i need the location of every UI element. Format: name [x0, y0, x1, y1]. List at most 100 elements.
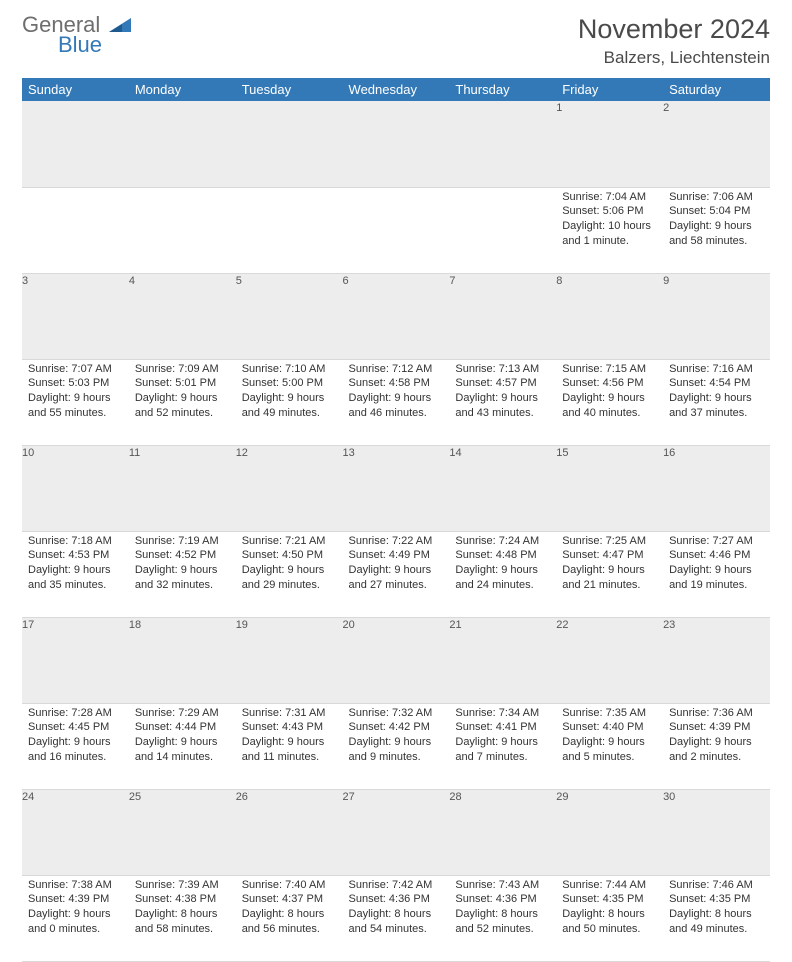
- day-number: 14: [449, 445, 556, 531]
- day-cell: [236, 187, 343, 273]
- sunrise-text: Sunrise: 7:43 AM: [455, 878, 550, 893]
- daylight-text: Daylight: 9 hours and 19 minutes.: [669, 563, 764, 593]
- day-cell: Sunrise: 7:29 AMSunset: 4:44 PMDaylight:…: [129, 703, 236, 789]
- sunset-text: Sunset: 4:52 PM: [135, 548, 230, 563]
- sunrise-text: Sunrise: 7:27 AM: [669, 534, 764, 549]
- sunrise-text: Sunrise: 7:10 AM: [242, 362, 337, 377]
- day-number: 8: [556, 273, 663, 359]
- day-cell: Sunrise: 7:35 AMSunset: 4:40 PMDaylight:…: [556, 703, 663, 789]
- sunset-text: Sunset: 4:35 PM: [562, 892, 657, 907]
- day-number: [22, 101, 129, 187]
- day-number: 26: [236, 789, 343, 875]
- sunset-text: Sunset: 4:36 PM: [455, 892, 550, 907]
- sunset-text: Sunset: 4:37 PM: [242, 892, 337, 907]
- day-number: 19: [236, 617, 343, 703]
- day-number-row: 10111213141516: [22, 445, 770, 531]
- sunrise-text: Sunrise: 7:32 AM: [349, 706, 444, 721]
- sunrise-text: Sunrise: 7:21 AM: [242, 534, 337, 549]
- weekday-header: Friday: [556, 78, 663, 101]
- day-number: 13: [343, 445, 450, 531]
- daylight-text: Daylight: 9 hours and 0 minutes.: [28, 907, 123, 937]
- location: Balzers, Liechtenstein: [578, 48, 770, 68]
- day-cell: Sunrise: 7:34 AMSunset: 4:41 PMDaylight:…: [449, 703, 556, 789]
- weekday-header: Tuesday: [236, 78, 343, 101]
- day-number: 28: [449, 789, 556, 875]
- day-number: 5: [236, 273, 343, 359]
- sunrise-text: Sunrise: 7:04 AM: [562, 190, 657, 205]
- daylight-text: Daylight: 9 hours and 24 minutes.: [455, 563, 550, 593]
- weekday-header: Wednesday: [343, 78, 450, 101]
- sunset-text: Sunset: 5:00 PM: [242, 376, 337, 391]
- sunrise-text: Sunrise: 7:28 AM: [28, 706, 123, 721]
- title-block: November 2024 Balzers, Liechtenstein: [578, 14, 770, 68]
- sunset-text: Sunset: 4:43 PM: [242, 720, 337, 735]
- daylight-text: Daylight: 8 hours and 56 minutes.: [242, 907, 337, 937]
- day-number-row: 12: [22, 101, 770, 187]
- day-cell: Sunrise: 7:19 AMSunset: 4:52 PMDaylight:…: [129, 531, 236, 617]
- day-cell: Sunrise: 7:25 AMSunset: 4:47 PMDaylight:…: [556, 531, 663, 617]
- day-number-row: 3456789: [22, 273, 770, 359]
- day-cell: Sunrise: 7:16 AMSunset: 4:54 PMDaylight:…: [663, 359, 770, 445]
- sunrise-text: Sunrise: 7:39 AM: [135, 878, 230, 893]
- daylight-text: Daylight: 9 hours and 52 minutes.: [135, 391, 230, 421]
- calendar-table: Sunday Monday Tuesday Wednesday Thursday…: [22, 78, 770, 962]
- daylight-text: Daylight: 9 hours and 55 minutes.: [28, 391, 123, 421]
- day-cell: Sunrise: 7:38 AMSunset: 4:39 PMDaylight:…: [22, 875, 129, 961]
- day-cell: Sunrise: 7:07 AMSunset: 5:03 PMDaylight:…: [22, 359, 129, 445]
- sunset-text: Sunset: 4:41 PM: [455, 720, 550, 735]
- sunset-text: Sunset: 5:03 PM: [28, 376, 123, 391]
- month-title: November 2024: [578, 14, 770, 45]
- day-cell: Sunrise: 7:43 AMSunset: 4:36 PMDaylight:…: [449, 875, 556, 961]
- daylight-text: Daylight: 9 hours and 21 minutes.: [562, 563, 657, 593]
- day-number: 27: [343, 789, 450, 875]
- day-number: 22: [556, 617, 663, 703]
- daylight-text: Daylight: 8 hours and 49 minutes.: [669, 907, 764, 937]
- sunrise-text: Sunrise: 7:15 AM: [562, 362, 657, 377]
- day-number: 11: [129, 445, 236, 531]
- day-number: 6: [343, 273, 450, 359]
- sunrise-text: Sunrise: 7:29 AM: [135, 706, 230, 721]
- day-number-row: 24252627282930: [22, 789, 770, 875]
- brand-logo: General Blue: [22, 14, 131, 58]
- day-cell: Sunrise: 7:10 AMSunset: 5:00 PMDaylight:…: [236, 359, 343, 445]
- day-number: [236, 101, 343, 187]
- day-cell: [129, 187, 236, 273]
- day-cell: Sunrise: 7:32 AMSunset: 4:42 PMDaylight:…: [343, 703, 450, 789]
- sunset-text: Sunset: 4:44 PM: [135, 720, 230, 735]
- day-number: 7: [449, 273, 556, 359]
- day-cell: Sunrise: 7:40 AMSunset: 4:37 PMDaylight:…: [236, 875, 343, 961]
- day-number: 29: [556, 789, 663, 875]
- weekday-header: Monday: [129, 78, 236, 101]
- header: General Blue November 2024 Balzers, Liec…: [22, 14, 770, 68]
- sunset-text: Sunset: 4:57 PM: [455, 376, 550, 391]
- day-number: 23: [663, 617, 770, 703]
- day-cell: Sunrise: 7:15 AMSunset: 4:56 PMDaylight:…: [556, 359, 663, 445]
- sunset-text: Sunset: 5:04 PM: [669, 204, 764, 219]
- daylight-text: Daylight: 10 hours and 1 minute.: [562, 219, 657, 249]
- daylight-text: Daylight: 9 hours and 40 minutes.: [562, 391, 657, 421]
- sunset-text: Sunset: 4:47 PM: [562, 548, 657, 563]
- day-number: [343, 101, 450, 187]
- sunset-text: Sunset: 4:38 PM: [135, 892, 230, 907]
- day-number: 1: [556, 101, 663, 187]
- sunset-text: Sunset: 4:58 PM: [349, 376, 444, 391]
- sunrise-text: Sunrise: 7:46 AM: [669, 878, 764, 893]
- daylight-text: Daylight: 9 hours and 43 minutes.: [455, 391, 550, 421]
- daylight-text: Daylight: 8 hours and 58 minutes.: [135, 907, 230, 937]
- daylight-text: Daylight: 9 hours and 46 minutes.: [349, 391, 444, 421]
- day-number: 16: [663, 445, 770, 531]
- day-number: 17: [22, 617, 129, 703]
- sunset-text: Sunset: 4:39 PM: [28, 892, 123, 907]
- daylight-text: Daylight: 9 hours and 29 minutes.: [242, 563, 337, 593]
- day-cell: Sunrise: 7:42 AMSunset: 4:36 PMDaylight:…: [343, 875, 450, 961]
- daylight-text: Daylight: 9 hours and 9 minutes.: [349, 735, 444, 765]
- day-cell: Sunrise: 7:06 AMSunset: 5:04 PMDaylight:…: [663, 187, 770, 273]
- day-cell: Sunrise: 7:24 AMSunset: 4:48 PMDaylight:…: [449, 531, 556, 617]
- sunset-text: Sunset: 5:06 PM: [562, 204, 657, 219]
- sunset-text: Sunset: 4:54 PM: [669, 376, 764, 391]
- sunrise-text: Sunrise: 7:07 AM: [28, 362, 123, 377]
- daylight-text: Daylight: 8 hours and 50 minutes.: [562, 907, 657, 937]
- daylight-text: Daylight: 9 hours and 2 minutes.: [669, 735, 764, 765]
- sunrise-text: Sunrise: 7:16 AM: [669, 362, 764, 377]
- daylight-text: Daylight: 8 hours and 54 minutes.: [349, 907, 444, 937]
